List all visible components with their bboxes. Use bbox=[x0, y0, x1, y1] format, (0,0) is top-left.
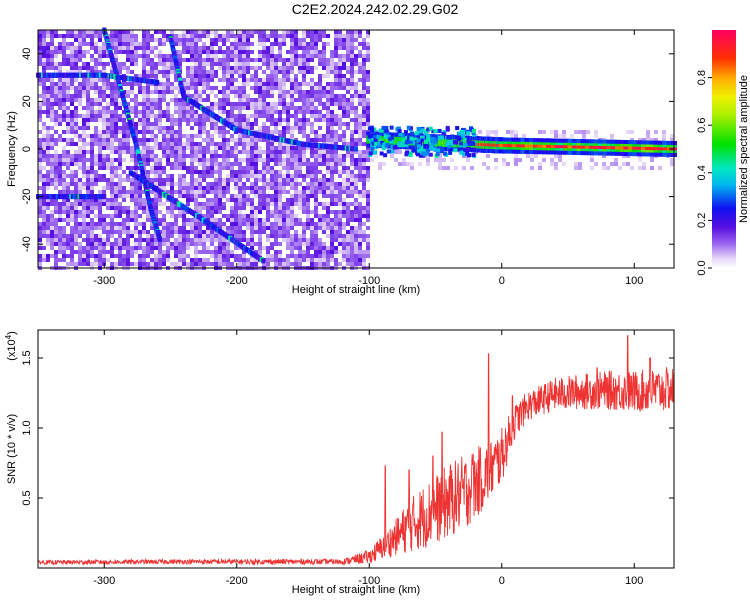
spectrogram-y-axis: -40 -20 0 20 40 bbox=[21, 48, 674, 252]
spectrogram-track-5 bbox=[36, 194, 107, 200]
snr-x-tick-label: 100 bbox=[625, 575, 643, 587]
spectrogram-y-tick-label: 0 bbox=[21, 146, 33, 152]
colorbar-tick-label: 0.2 bbox=[696, 213, 708, 228]
snr-panel: -300 -200 -100 0 100 0.5 1.0 1.5 Height of str… bbox=[4, 329, 675, 596]
spectrogram-x-tick-label: -200 bbox=[226, 275, 248, 287]
spectrogram-y-label: Frequency (Hz) bbox=[6, 111, 18, 187]
spectrogram-plot-area bbox=[36, 27, 677, 270]
colorbar-ticks: 0.0 0.2 0.4 0.6 0.8 bbox=[696, 70, 712, 276]
colorbar-gradient bbox=[712, 30, 736, 268]
snr-x-axis: -300 -200 -100 0 100 bbox=[93, 330, 643, 587]
spectrogram-track-4 bbox=[36, 72, 160, 85]
snr-y-tick-label: 1.5 bbox=[21, 350, 33, 365]
snr-y-axis: 0.5 1.0 1.5 bbox=[21, 350, 674, 506]
spectrogram-features bbox=[36, 27, 677, 264]
snr-frame bbox=[37, 329, 675, 569]
colorbar-tick-label: 0.6 bbox=[696, 118, 708, 133]
spectrogram-track-3 bbox=[128, 170, 266, 264]
spectrogram-y-tick-label: 40 bbox=[21, 48, 33, 60]
snr-x-tick-label: -300 bbox=[93, 575, 115, 587]
snr-series-line bbox=[37, 335, 675, 566]
snr-y-tick-label: 0.5 bbox=[21, 490, 33, 505]
spectrogram-x-label: Height of straight line (km) bbox=[292, 284, 420, 296]
colorbar: 0.0 0.2 0.4 0.6 0.8 Normalized spectral ampl… bbox=[696, 30, 750, 276]
spectrogram-x-axis: -300 -200 -100 0 100 bbox=[93, 30, 643, 287]
snr-x-label: Height of straight line (km) bbox=[292, 584, 420, 596]
snr-x-tick-label: 0 bbox=[499, 575, 505, 587]
spectrogram-x-tick-label: -300 bbox=[93, 275, 115, 287]
snr-y-tick-label: 1.0 bbox=[21, 420, 33, 435]
spectrogram-x-tick-label: 0 bbox=[499, 275, 505, 287]
snr-background bbox=[38, 330, 674, 568]
spectrogram-y-tick-label: 20 bbox=[21, 95, 33, 107]
spectrogram-y-tick-label: -40 bbox=[21, 236, 33, 252]
figure-title: C2E2.2024.242.02.29.G02 bbox=[292, 1, 459, 17]
snr-y-label: SNR (10 * v/v) bbox=[6, 414, 18, 484]
snr-y-multiplier: (x104) bbox=[4, 331, 19, 361]
spectrogram-y-tick-label: -20 bbox=[21, 189, 33, 205]
colorbar-tick-label: 0.8 bbox=[696, 70, 708, 85]
spectrogram-x-tick-label: 100 bbox=[625, 275, 643, 287]
snr-x-tick-label: -200 bbox=[226, 575, 248, 587]
colorbar-tick-label: 0.4 bbox=[696, 165, 708, 180]
colorbar-label: Normalized spectral amplitude bbox=[738, 75, 750, 223]
snr-x-tick-label: -100 bbox=[358, 575, 380, 587]
snr-plot-area bbox=[37, 335, 675, 566]
spectrogram-track-2 bbox=[168, 34, 358, 152]
colorbar-tick-label: 0.0 bbox=[696, 260, 708, 275]
spectrogram-x-tick-label: -100 bbox=[358, 275, 380, 287]
